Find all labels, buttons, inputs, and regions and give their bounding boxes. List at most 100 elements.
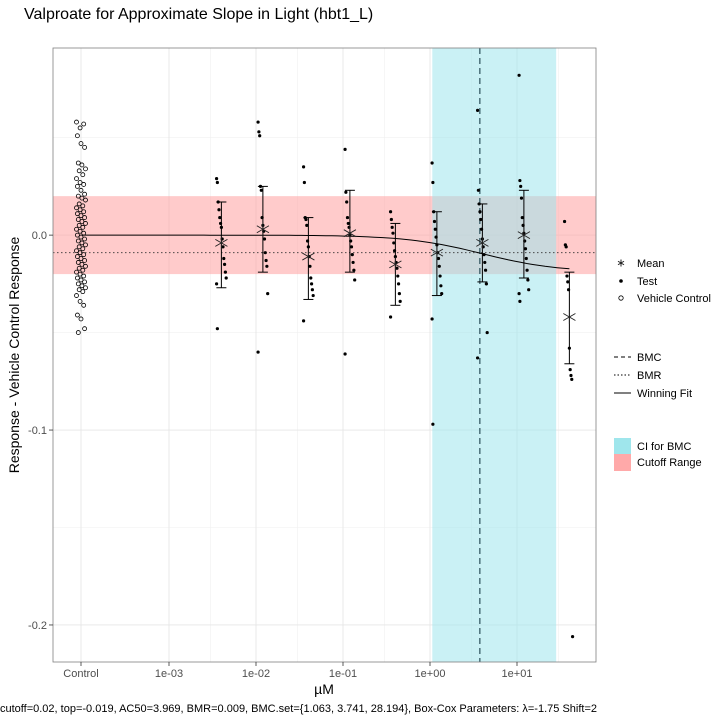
test-point	[569, 373, 573, 378]
test-point	[475, 356, 480, 360]
x-tick-label: 1e-03	[155, 668, 183, 680]
vehicle-control-point	[77, 250, 83, 256]
test-point	[439, 284, 443, 288]
vehicle-control-point	[79, 219, 85, 224]
test-point	[562, 219, 567, 224]
y-tick-label: -0.2	[28, 620, 47, 632]
test-point	[438, 274, 442, 278]
test-point	[309, 276, 313, 280]
vehicle-control-point	[76, 265, 82, 271]
test-point	[263, 251, 267, 255]
mean-errorbar	[215, 201, 228, 289]
vehicle-control-point	[77, 180, 83, 185]
vehicle-control-point	[78, 187, 84, 193]
test-point	[431, 180, 435, 185]
test-point	[397, 292, 401, 296]
test-point	[302, 180, 306, 185]
test-point	[570, 377, 574, 381]
vehicle-control-point	[81, 230, 87, 236]
test-point	[525, 268, 529, 272]
legend-label: Test	[637, 276, 657, 288]
test-point	[222, 256, 226, 261]
test-point	[224, 276, 228, 280]
vehicle-control-point	[80, 203, 86, 209]
vehicle-control-point	[75, 330, 81, 335]
legend-label: BMC	[637, 352, 662, 364]
vehicle-control-point	[75, 217, 81, 222]
mean-errorbar	[302, 217, 315, 300]
vehicle-control-point	[74, 205, 79, 211]
test-point	[390, 225, 394, 229]
test-point	[517, 292, 521, 296]
test-point	[304, 217, 308, 222]
test-point	[223, 270, 227, 274]
vehicle-control-point	[76, 201, 82, 207]
vehicle-control-point	[75, 238, 81, 244]
vehicle-control-point	[75, 211, 80, 217]
test-point	[389, 217, 393, 222]
test-point	[256, 120, 260, 124]
vehicle-control-point	[75, 193, 81, 199]
test-point	[310, 288, 314, 292]
x-tick-label: 1e-02	[242, 668, 270, 680]
vehicle-control-point	[80, 246, 86, 252]
vehicle-control-point	[81, 182, 87, 187]
test-point	[396, 274, 400, 278]
vehicle-control-point	[80, 172, 86, 178]
mean-marker	[215, 235, 228, 250]
test-point	[570, 635, 575, 639]
test-point	[520, 215, 524, 220]
test-point	[353, 278, 357, 282]
vehicle-control-point	[75, 312, 80, 318]
vehicle-control-point	[74, 119, 79, 125]
chart-title: Valproate for Approximate Slope in Light…	[24, 6, 373, 23]
test-point	[437, 264, 441, 268]
mean-errorbar	[430, 211, 444, 297]
vehicle-control-point	[75, 275, 80, 281]
mean-errorbar	[343, 189, 357, 273]
x-tick-label: Control	[63, 668, 98, 680]
test-point	[257, 130, 261, 134]
legend-label: Cutoff Range	[637, 457, 702, 469]
test-point	[485, 330, 489, 335]
legend-label: Winning Fit	[637, 388, 692, 400]
legend-mean-icon	[617, 259, 625, 267]
test-point	[475, 108, 480, 112]
test-point	[392, 241, 396, 245]
test-point	[256, 350, 260, 354]
x-tick-label: 1e+00	[415, 668, 446, 680]
test-point	[215, 180, 219, 185]
vehicle-control-point	[82, 145, 87, 150]
legend-fill-swatch	[614, 454, 631, 471]
legend-label: Vehicle Control	[637, 293, 711, 305]
test-point	[483, 268, 488, 272]
vehicle-control-point	[78, 141, 84, 146]
mean-marker	[430, 245, 444, 260]
vehicle-control-point	[82, 258, 87, 263]
test-point	[564, 245, 568, 249]
vehicle-control-point	[83, 285, 88, 291]
test-point	[343, 147, 347, 151]
test-point	[344, 190, 348, 194]
y-tick-label: 0.0	[32, 230, 47, 242]
axes: Control 1e-03 1e-02 1e-01 1e+00 1e+01 0.0 -0.1 -…	[28, 230, 532, 680]
vehicle-control-point	[79, 195, 85, 201]
test-point	[436, 256, 441, 261]
vehicle-control-point	[78, 213, 84, 219]
y-tick-label: -0.1	[28, 425, 47, 437]
vehicle-control-point	[75, 281, 81, 287]
mean-errorbar	[389, 222, 402, 306]
vehicle-control-point	[81, 273, 87, 279]
mean-marker	[389, 257, 402, 272]
vehicle-control-point	[80, 289, 86, 295]
test-point	[430, 317, 434, 321]
vehicle-control-point	[77, 228, 83, 234]
vehicle-control-point	[78, 234, 84, 240]
x-tick-label: 1e-01	[329, 668, 357, 680]
vehicle-control-point	[82, 236, 87, 242]
legend: Mean Test Vehicle Control BMC BMR Winning Fit…	[614, 258, 711, 471]
test-point	[565, 274, 569, 278]
vehicle-control-point	[82, 215, 87, 220]
vehicle-control-point	[74, 176, 79, 181]
test-point	[259, 188, 263, 192]
